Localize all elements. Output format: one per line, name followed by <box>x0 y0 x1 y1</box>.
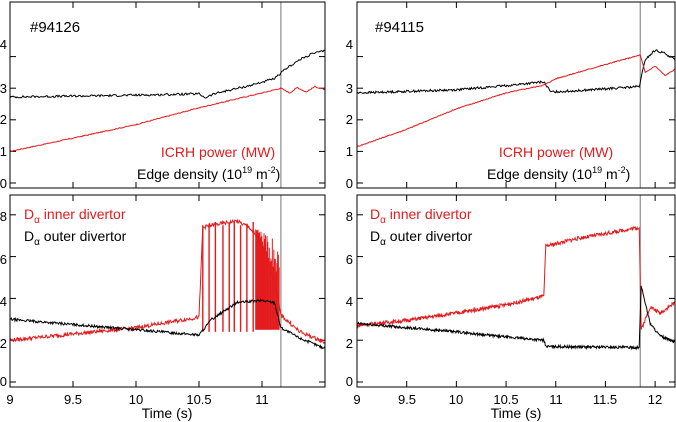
y-tick-label: 0 <box>346 176 353 191</box>
legend-close-paren: ) <box>626 166 631 182</box>
legend-outer-divertor: Dα outer divertor <box>370 228 473 248</box>
x-tick-label: 10.5 <box>186 392 211 407</box>
y-tick-label: 8 <box>346 209 353 224</box>
x-tick-labels-bottom-left: 9 9.5 10 10.5 11 <box>6 392 268 407</box>
edge-density-series <box>10 49 325 99</box>
y-tick-label: 4 <box>0 37 7 52</box>
legend-d: D <box>24 206 34 222</box>
y-tick-labels-bottom-left: 0 2 4 6 8 <box>0 209 7 389</box>
legend-alpha-subscript: α <box>34 237 40 248</box>
edge-density-series <box>357 49 675 95</box>
y-tick-label: 2 <box>346 112 353 127</box>
legend-text: inner divertor <box>40 206 126 222</box>
y-tick-label: 0 <box>0 176 7 191</box>
x-tick-label: 12 <box>648 392 662 407</box>
axes-frame-top-left <box>9 1 326 189</box>
x-tick-label: 10.5 <box>493 392 518 407</box>
axes-frame-bottom-left <box>9 194 326 388</box>
tick-marks-bottom-right <box>356 195 675 387</box>
legend-superscript: 19 <box>242 165 252 175</box>
y-tick-label: 3 <box>346 81 353 96</box>
outer-divertor-series <box>357 285 675 351</box>
y-tick-label: 2 <box>346 336 353 351</box>
legend-outer-divertor: Dα outer divertor <box>24 228 127 248</box>
legend-alpha-subscript: α <box>34 215 40 226</box>
legend-inner-divertor: Dα inner divertor <box>370 206 472 226</box>
shot-label: #94115 <box>375 19 424 36</box>
inner-divertor-elm-bursts <box>202 221 280 332</box>
legend-alpha-subscript: α <box>380 237 386 248</box>
legend-edge-density-text: Edge density (10 <box>137 166 242 182</box>
legend-text: inner divertor <box>386 206 472 222</box>
legend-text: outer divertor <box>40 228 127 244</box>
shot-label: #94126 <box>30 19 80 36</box>
axes-frame-top-right <box>356 1 676 189</box>
y-tick-label: 4 <box>346 294 353 309</box>
y-tick-label: 1 <box>0 144 7 159</box>
panel-bottom-right: 0 2 4 6 8 9 9.5 10 10.5 11 11.5 12 Dα in… <box>346 194 676 407</box>
x-tick-label: 9 <box>353 392 360 407</box>
legend-icrh-power: ICRH power (MW) <box>499 144 613 160</box>
y-tick-label: 0 <box>346 374 353 389</box>
x-tick-label: 9.5 <box>398 392 416 407</box>
y-tick-labels-bottom-right: 0 2 4 6 8 <box>346 209 353 389</box>
x-tick-label: 10 <box>129 392 143 407</box>
x-tick-label: 9.5 <box>64 392 82 407</box>
y-tick-label: 0 <box>0 374 7 389</box>
legend-superscript: 19 <box>592 165 602 175</box>
legend-edge-density: Edge density (1019 m-2) <box>487 165 630 182</box>
x-axis-label-left: Time (s) <box>142 405 193 421</box>
x-tick-labels-bottom-right: 9 9.5 10 10.5 11 11.5 12 <box>353 392 662 407</box>
legend-edge-density: Edge density (1019 m-2) <box>137 165 280 182</box>
x-tick-label: 9 <box>6 392 13 407</box>
x-tick-label: 10 <box>449 392 463 407</box>
y-tick-label: 3 <box>0 81 7 96</box>
legend-close-paren: ) <box>276 166 281 182</box>
inner-divertor-series <box>10 218 325 344</box>
panel-top-right: 0 1 2 3 4 #94115 ICRH power (MW) Edge de… <box>346 1 676 191</box>
y-tick-label: 6 <box>0 252 7 267</box>
x-tick-label: 11.5 <box>593 392 617 407</box>
legend-inner-divertor: Dα inner divertor <box>24 206 126 226</box>
tick-marks-top-right <box>356 2 675 188</box>
legend-superscript: -2 <box>268 165 276 175</box>
y-tick-label: 4 <box>0 294 7 309</box>
icrh-power-series <box>357 54 675 148</box>
panel-top-left: 0 1 2 3 4 #94126 ICRH power (MW) Edge de… <box>0 1 326 191</box>
y-tick-labels-top-right: 0 1 2 3 4 <box>346 37 353 191</box>
y-tick-label: 2 <box>0 336 7 351</box>
x-axis-label-right: Time (s) <box>491 405 542 421</box>
y-tick-label: 6 <box>346 252 353 267</box>
panel-bottom-left: 0 2 4 6 8 9 9.5 10 10.5 11 Dα inner dive… <box>0 194 326 407</box>
legend-d: D <box>370 206 380 222</box>
icrh-power-series <box>10 85 325 152</box>
inner-divertor-series <box>357 225 675 330</box>
legend-d: D <box>370 228 380 244</box>
legend-superscript: -2 <box>618 165 626 175</box>
legend-text: outer divertor <box>386 228 473 244</box>
legend-unit: m <box>602 166 618 182</box>
legend-edge-density-text: Edge density (10 <box>487 166 592 182</box>
legend-d: D <box>24 228 34 244</box>
y-tick-label: 1 <box>346 144 353 159</box>
legend-alpha-subscript: α <box>380 215 386 226</box>
x-tick-label: 11 <box>255 392 269 407</box>
y-tick-labels-top-left: 0 1 2 3 4 <box>0 37 7 191</box>
legend-icrh-power: ICRH power (MW) <box>161 144 275 160</box>
outer-divertor-series <box>10 298 325 350</box>
x-tick-label: 11 <box>549 392 563 407</box>
y-tick-label: 4 <box>346 37 353 52</box>
y-tick-label: 2 <box>0 112 7 127</box>
axes-frame-bottom-right <box>356 194 676 388</box>
legend-unit: m <box>252 166 268 182</box>
y-tick-label: 8 <box>0 209 7 224</box>
